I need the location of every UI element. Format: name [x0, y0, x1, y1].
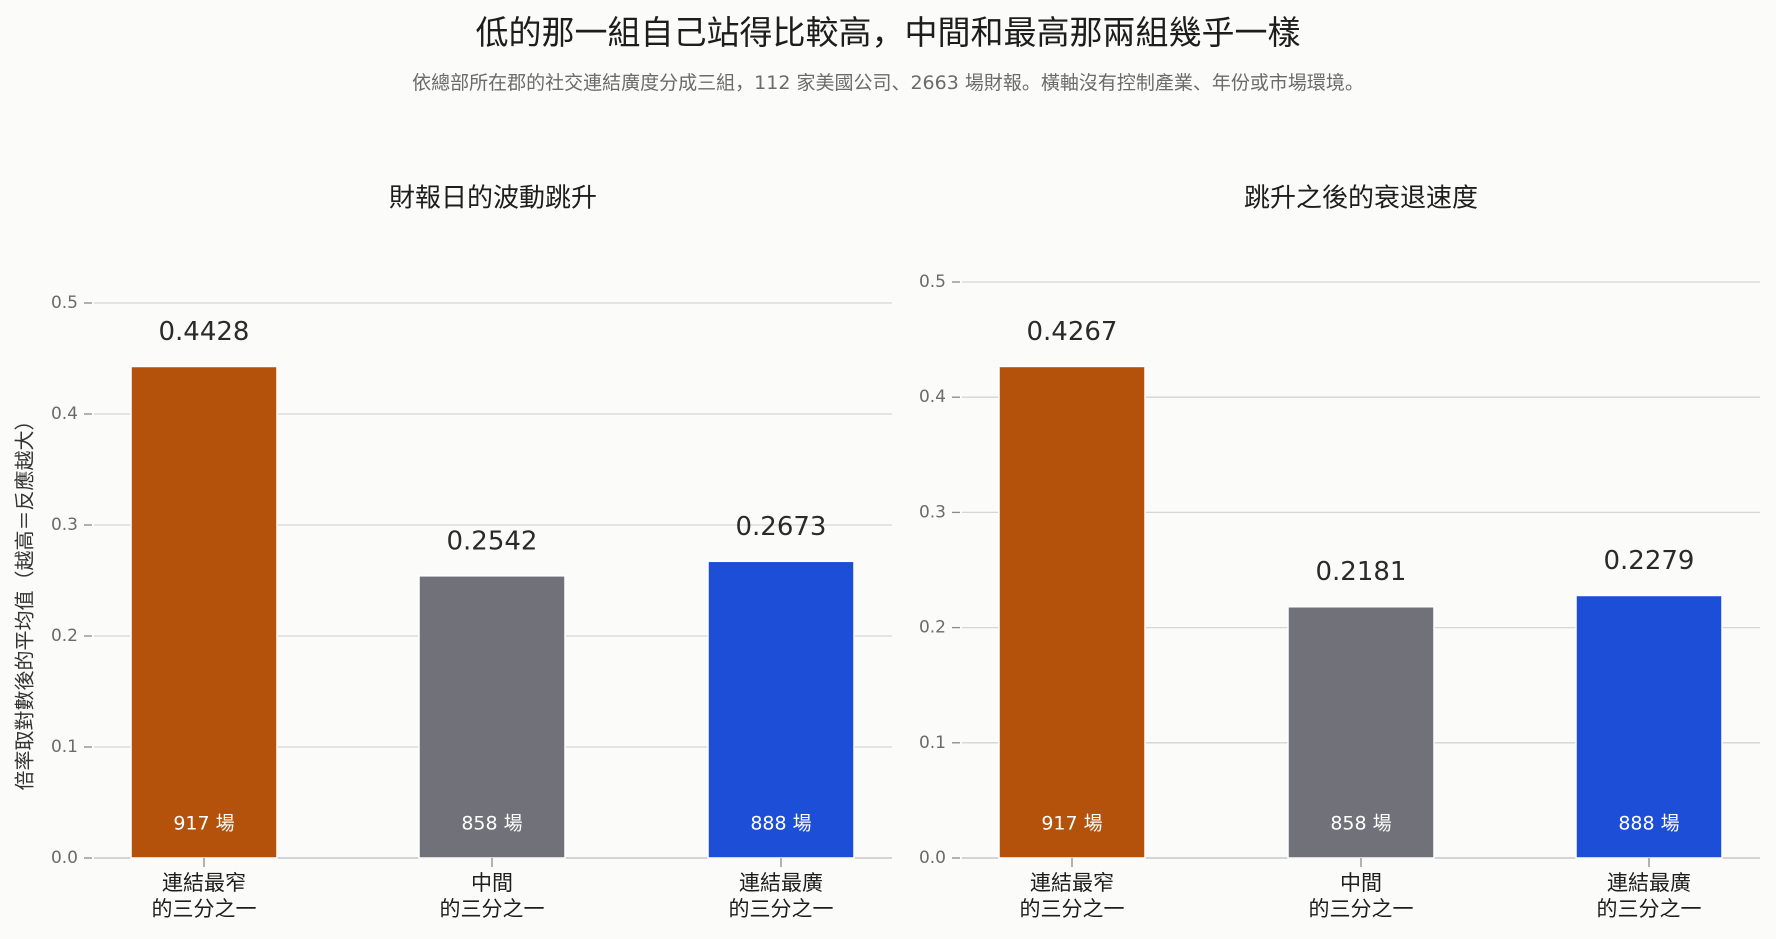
panel-1-category-label-2-line-2: 的三分之一 [440, 897, 545, 921]
panel-1-count-label-1: 917 場 [173, 813, 234, 835]
panel-1-ytick-label-0.1: 0.1 [51, 737, 78, 757]
panel-1-ytick-label-0.3: 0.3 [51, 515, 78, 535]
panel-2-ytick-label-0.2: 0.2 [919, 618, 946, 638]
panel-2-value-label-1: 0.4267 [1027, 317, 1118, 347]
chart-title: 低的那一組自己站得比較高，中間和最高那兩組幾乎一樣 [475, 13, 1301, 52]
panel-1-bar-1 [130, 365, 278, 859]
panel-1-ytick-label-0.4: 0.4 [51, 404, 78, 424]
panel-2-title: 跳升之後的衰退速度 [1244, 184, 1478, 214]
panel-1-title: 財報日的波動跳升 [389, 184, 597, 214]
panel-2-category-label-2-line-1: 中間 [1340, 871, 1382, 895]
panel-1-category-label-1-line-2: 的三分之一 [152, 897, 257, 921]
panel-2-bar-1 [998, 365, 1146, 859]
panel-1-y-axis-title: 倍率取對數後的平均值（越高＝反應越大） [13, 411, 37, 791]
panel-2-category-label-1-line-2: 的三分之一 [1020, 897, 1125, 921]
panel-2-count-label-2: 858 場 [1330, 813, 1391, 835]
panel-2-ytick-label-0.1: 0.1 [919, 733, 946, 753]
panel-1-value-label-2: 0.2542 [447, 526, 538, 556]
panel-1-ytick-label-0.5: 0.5 [51, 293, 78, 313]
panel-2-value-label-3: 0.2279 [1604, 546, 1695, 576]
panel-1-category-label-1-line-1: 連結最窄 [162, 871, 246, 895]
panel-1-count-label-2: 858 場 [461, 813, 522, 835]
panel-2-count-label-3: 888 場 [1618, 813, 1679, 835]
panel-1-category-label-3-line-1: 連結最廣 [739, 871, 823, 895]
panel-2-count-label-1: 917 場 [1041, 813, 1102, 835]
panel-2-category-label-3-line-1: 連結最廣 [1607, 871, 1691, 895]
panel-2-ytick-label-0.5: 0.5 [919, 272, 946, 292]
panel-2-category-label-3-line-2: 的三分之一 [1597, 897, 1702, 921]
panel-2-ytick-label-0.4: 0.4 [919, 387, 946, 407]
panel-2-ytick-label-0.0: 0.0 [919, 848, 946, 868]
panel-2-bar-3 [1575, 594, 1723, 859]
panel-1-ytick-label-0.2: 0.2 [51, 626, 78, 646]
panel-1-category-label-2-line-1: 中間 [471, 871, 513, 895]
panel-1-category-label-3-line-2: 的三分之一 [729, 897, 834, 921]
panel-1-value-label-1: 0.4428 [159, 317, 250, 347]
panel-2-ytick-label-0.3: 0.3 [919, 502, 946, 522]
panel-2-category-label-2-line-2: 的三分之一 [1309, 897, 1414, 921]
panel-2-bar-2 [1287, 605, 1435, 859]
panel-1-value-label-3: 0.2673 [736, 512, 827, 542]
panel-1-ytick-label-0.0: 0.0 [51, 848, 78, 868]
panel-2-value-label-2: 0.2181 [1316, 557, 1407, 587]
panel-1-count-label-3: 888 場 [750, 813, 811, 835]
panel-1-bar-3 [707, 560, 855, 859]
chart-subtitle: 依總部所在郡的社交連結廣度分成三組，112 家美國公司、2663 場財報。橫軸沒… [412, 72, 1364, 94]
panel-2-category-label-1-line-1: 連結最窄 [1030, 871, 1114, 895]
